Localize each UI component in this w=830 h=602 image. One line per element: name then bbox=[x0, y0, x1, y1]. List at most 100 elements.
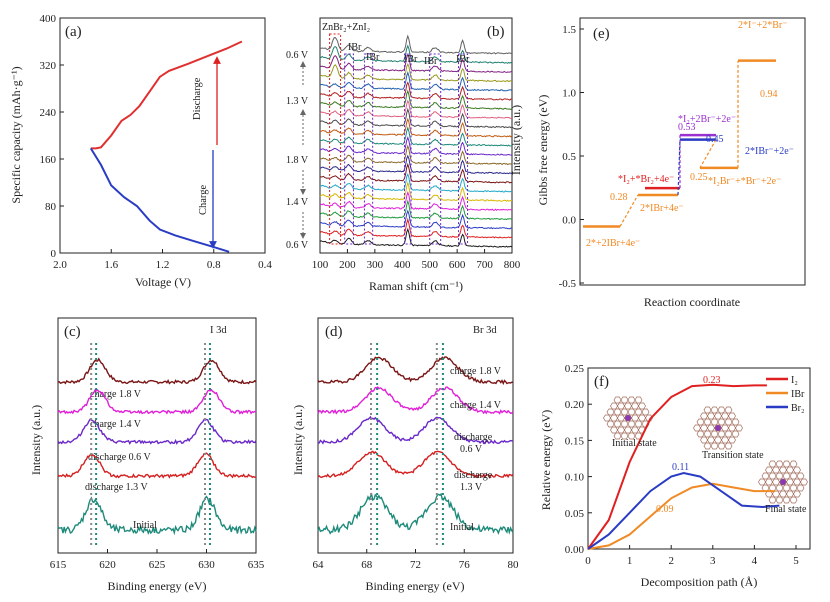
raman-spectrum bbox=[319, 162, 513, 184]
series-discharge-line bbox=[90, 40, 243, 150]
step-label: 0.94 bbox=[760, 89, 778, 100]
lattice-cell bbox=[782, 484, 791, 492]
panel-d: (d) Br 3d 64 68 72 76 80 charge 1.8 V charge … bbox=[291, 317, 519, 593]
raman-spectrum bbox=[319, 62, 513, 83]
lattice-cell bbox=[779, 490, 787, 498]
b-x-tick-label-4: 500 bbox=[421, 259, 438, 271]
lattice-cell bbox=[789, 484, 798, 492]
a-x-tick-label-4: 0.4 bbox=[258, 259, 272, 271]
level-label: 2*+2IBr+4e⁻ bbox=[586, 238, 640, 249]
d-series-label-3-b: 1.3 V bbox=[460, 482, 483, 493]
c-x-tick-label-2: 625 bbox=[149, 559, 166, 571]
level-label: *I₂+2Br⁻+2e⁻ bbox=[678, 114, 736, 125]
lattice-cell bbox=[724, 442, 733, 450]
raman-spectrum bbox=[319, 126, 513, 147]
lattice-cell bbox=[631, 426, 639, 434]
a-x-tick-label-1: 1.6 bbox=[104, 259, 118, 271]
state-label-initial: Initial state bbox=[612, 438, 657, 449]
lattice-cell bbox=[631, 414, 639, 422]
lattice-cell bbox=[627, 396, 636, 404]
raman-spectrum bbox=[319, 227, 513, 248]
lattice-cell bbox=[724, 406, 733, 414]
level-label: 2*IBr+4e⁻ bbox=[640, 203, 684, 214]
lattice-cell bbox=[638, 402, 646, 410]
state-label-final: Final state bbox=[765, 504, 807, 515]
lattice-cell bbox=[728, 436, 736, 444]
lattice-cell bbox=[624, 402, 632, 410]
lattice-cell bbox=[789, 496, 798, 504]
f-y-tick-label-0: 0.00 bbox=[565, 544, 585, 556]
step-label: 0.28 bbox=[610, 192, 628, 203]
f-y-tick-label-2: 0.10 bbox=[565, 472, 585, 484]
lattice-cell bbox=[613, 420, 622, 428]
e-y-tick-label-1: 0.0 bbox=[562, 215, 576, 227]
panel-e-label: (e) bbox=[593, 26, 610, 42]
d-x-tick-label-3: 76 bbox=[459, 559, 471, 571]
raman-spectrum bbox=[319, 209, 513, 230]
adsorbate-atom bbox=[715, 425, 721, 431]
panel-c-ylabel: Intensity (a.u.) bbox=[29, 405, 43, 475]
panel-c: (c) I 3d 615 620 625 630 635 charge 1.8 Vcha… bbox=[29, 317, 265, 593]
structure bbox=[693, 406, 743, 450]
lattice-cell bbox=[761, 472, 770, 480]
panel-f-yticks: 0.00 0.05 0.10 0.15 0.20 0.25 bbox=[565, 363, 592, 556]
f-x-tick-label-2: 2 bbox=[668, 555, 674, 567]
lattice-cell bbox=[624, 426, 632, 434]
peak-label-ibr-2: IBr bbox=[366, 52, 380, 63]
lattice-cell bbox=[703, 418, 712, 426]
peak-label-ibr-4: IBr bbox=[424, 56, 438, 67]
lattice-cell bbox=[707, 424, 715, 432]
step-label: 0.25 bbox=[690, 172, 708, 183]
panel-f-legend: I₂ IBr Br₂ bbox=[766, 375, 805, 414]
structure bbox=[758, 460, 808, 504]
d-x-tick-label-2: 72 bbox=[410, 559, 421, 571]
panel-a: (a) 0 80 160 240 320 400 2.0 1.6 1.2 0.8 0.4 Disc… bbox=[9, 13, 272, 289]
lattice-cell bbox=[765, 478, 773, 486]
lattice-cell bbox=[696, 430, 705, 438]
a-x-tick-label-3: 0.8 bbox=[207, 259, 221, 271]
f-x-tick-label-0: 0 bbox=[585, 555, 591, 567]
f-series-line bbox=[587, 383, 767, 550]
lattice-cell bbox=[634, 420, 643, 428]
e-y-tick-label-2: 0.5 bbox=[562, 151, 576, 163]
lattice-cell bbox=[631, 402, 639, 410]
lattice-cell bbox=[796, 472, 805, 480]
panel-f-frame bbox=[587, 367, 811, 550]
lattice-cell bbox=[610, 402, 618, 410]
lattice-cell bbox=[782, 496, 791, 504]
lattice-cell bbox=[714, 412, 722, 420]
c-x-tick-label-1: 620 bbox=[99, 559, 116, 571]
lattice-cell bbox=[714, 436, 722, 444]
raman-spectrum bbox=[319, 34, 513, 55]
c-spectrum-4 bbox=[57, 495, 257, 536]
f-y-tick-label-4: 0.20 bbox=[565, 399, 585, 411]
lattice-cell bbox=[620, 432, 629, 440]
panel-c-xticks: 615 620 625 630 635 bbox=[50, 549, 265, 571]
lattice-cell bbox=[717, 418, 726, 426]
lattice-cell bbox=[707, 436, 715, 444]
panel-f-xlabel: Decomposition path (Å) bbox=[641, 575, 758, 589]
raman-spectrum bbox=[319, 144, 513, 166]
lattice-cell bbox=[768, 460, 777, 468]
lattice-cell bbox=[717, 442, 726, 450]
b-x-tick-label-6: 700 bbox=[476, 259, 493, 271]
e-y-tick-label-4: 1.5 bbox=[562, 24, 576, 36]
lattice-cell bbox=[627, 420, 636, 428]
a-y-tick-label-3: 240 bbox=[40, 107, 57, 119]
f-x-tick-label-5: 5 bbox=[793, 555, 799, 567]
panel-d-xticks: 64 68 72 76 80 bbox=[313, 549, 519, 571]
panel-c-xlabel: Binding energy (eV) bbox=[107, 579, 206, 593]
lattice-cell bbox=[610, 414, 618, 422]
a-x-tick-label-0: 2.0 bbox=[53, 259, 67, 271]
panel-b: (b) 100 200 300 400 500 600 700 800 ZnBr₂+ZnI₂ … bbox=[286, 17, 523, 293]
panel-f-label: (f) bbox=[594, 374, 609, 390]
panel-e-ylabel: Gibbs free energy (eV) bbox=[536, 95, 550, 206]
energy-connector bbox=[619, 194, 639, 227]
c-series-label-4: Initial bbox=[133, 520, 157, 531]
raman-spectrum bbox=[319, 99, 513, 120]
panel-f-series: 0.23 0.09 0.11 bbox=[587, 375, 780, 550]
f-x-tick-label-3: 3 bbox=[710, 555, 716, 567]
lattice-cell bbox=[710, 430, 719, 438]
e-y-tick-label-0: -0.5 bbox=[559, 278, 577, 290]
